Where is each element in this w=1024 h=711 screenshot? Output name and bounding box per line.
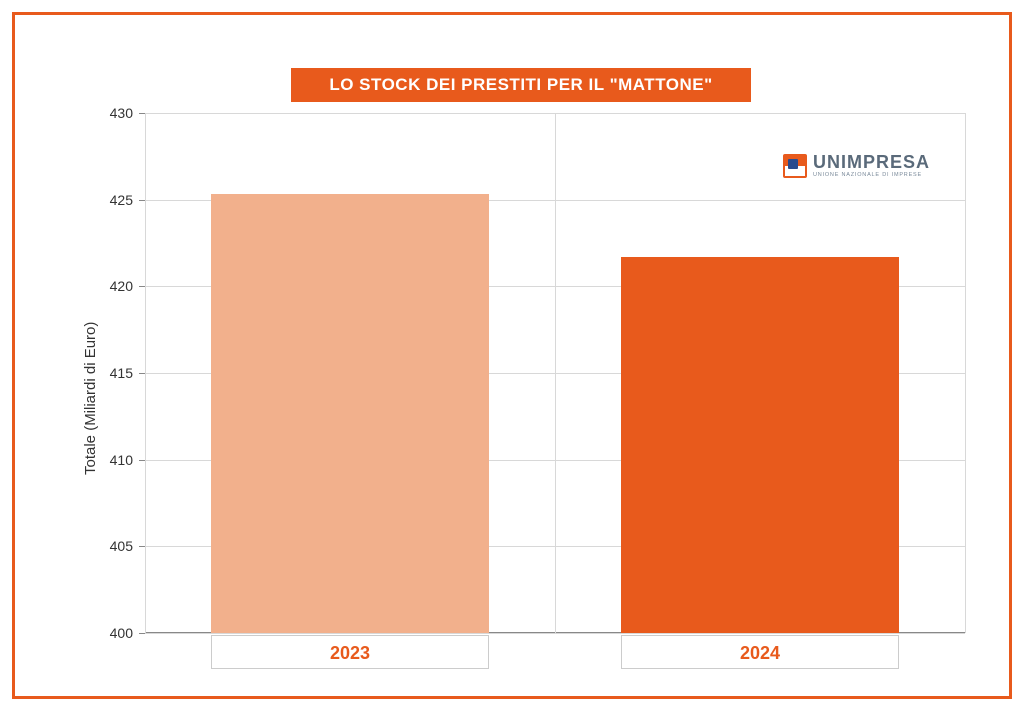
gridline-v	[145, 113, 146, 633]
gridline-v	[965, 113, 966, 633]
x-label-2024: 2024	[621, 635, 900, 669]
plot-area: UNIMPRESA UNIONE NAZIONALE DI IMPRESE 40…	[145, 113, 965, 633]
y-axis-title: Totale (Miliardi di Euro)	[82, 322, 99, 475]
x-label-2023: 2023	[211, 635, 490, 669]
gridline-v	[555, 113, 556, 633]
logo-text: UNIMPRESA UNIONE NAZIONALE DI IMPRESE	[813, 153, 930, 179]
logo-sub-text: UNIONE NAZIONALE DI IMPRESE	[813, 173, 930, 179]
chart-frame: LO STOCK DEI PRESTITI PER IL "MATTONE" U…	[12, 12, 1012, 699]
chart-title: LO STOCK DEI PRESTITI PER IL "MATTONE"	[291, 68, 751, 102]
logo-main-text: UNIMPRESA	[813, 153, 930, 171]
y-tick-label: 425	[83, 192, 133, 208]
y-tick-label: 430	[83, 105, 133, 121]
bar-2024	[621, 257, 900, 633]
y-tick-label: 420	[83, 278, 133, 294]
y-tick-label: 400	[83, 625, 133, 641]
y-tick-label: 405	[83, 538, 133, 554]
brand-logo: UNIMPRESA UNIONE NAZIONALE DI IMPRESE	[783, 153, 930, 179]
logo-icon	[783, 154, 807, 178]
bar-2023	[211, 194, 490, 633]
gridline-h	[145, 633, 965, 634]
y-tick-mark	[139, 633, 145, 634]
